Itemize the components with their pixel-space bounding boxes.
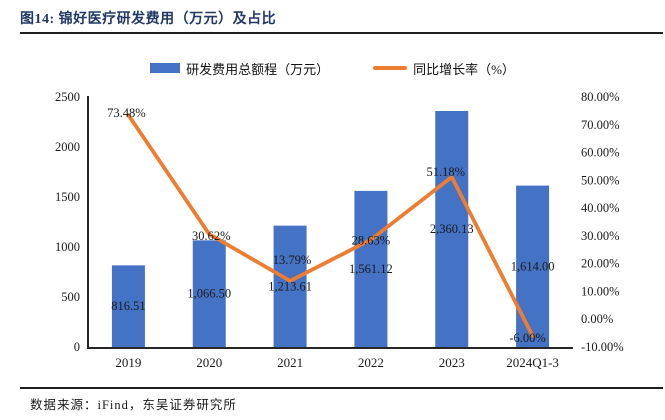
bar-2020 <box>192 240 226 347</box>
legend-item-rd-expense: 研发费用总额程（万元） <box>150 59 329 78</box>
data-source: 数据来源：iFind，东吴证券研究所 <box>30 398 237 412</box>
left-axis-tick: 2000 <box>55 140 80 154</box>
bar-value-label: 816.51 <box>111 299 145 313</box>
bar-value-label: 1,561.12 <box>349 262 393 276</box>
bar-2019 <box>111 265 145 347</box>
bar-2024Q1-3 <box>516 185 550 347</box>
left-axis-tick: 500 <box>61 290 80 304</box>
line-value-label: 28.63% <box>352 234 391 248</box>
x-axis-label: 2024Q1-3 <box>506 355 559 370</box>
x-axis-label: 2020 <box>196 355 222 370</box>
bar-value-label: 1,213.61 <box>268 279 312 293</box>
bar-value-label: 1,066.50 <box>187 287 231 301</box>
left-axis-tick: 1500 <box>55 190 80 204</box>
right-axis-tick: 40.00% <box>581 201 620 215</box>
legend-label-rd-expense: 研发费用总额程（万元） <box>186 61 330 77</box>
left-axis-tick: 1000 <box>55 240 80 254</box>
right-axis-tick: 80.00% <box>581 90 620 104</box>
legend-label-yoy-growth: 同比增长率（%） <box>413 61 515 77</box>
right-axis-tick: 60.00% <box>581 146 620 160</box>
footer-rule <box>20 387 663 389</box>
bar-swatch-icon <box>150 63 181 73</box>
line-value-label: 51.18% <box>426 165 465 179</box>
right-axis-tick: 0.00% <box>581 312 613 326</box>
line-value-label: 13.79% <box>273 253 312 267</box>
left-axis-tick: 0 <box>74 340 80 354</box>
bar-2023 <box>435 110 469 347</box>
right-axis-tick: 10.00% <box>581 284 620 298</box>
bar-value-label: 1,614.00 <box>511 259 555 273</box>
line-value-label: -6.00% <box>509 331 545 345</box>
x-axis-label: 2019 <box>115 355 141 370</box>
right-axis-tick: 30.00% <box>581 229 620 243</box>
bar-2022 <box>354 190 388 347</box>
bar-value-label: 2,360.13 <box>430 222 474 236</box>
bar-2021 <box>273 225 307 347</box>
right-axis-tick: -10.00% <box>581 340 624 354</box>
chart-legend: 研发费用总额程（万元） 同比增长率（%） <box>0 56 665 80</box>
right-axis-tick: 20.00% <box>581 257 620 271</box>
line-value-label: 30.62% <box>192 229 231 243</box>
x-axis-label: 2022 <box>358 355 384 370</box>
title-rule <box>20 32 663 34</box>
line-swatch-icon <box>373 66 408 70</box>
left-axis-tick: 2500 <box>55 90 80 104</box>
legend-item-yoy-growth: 同比增长率（%） <box>373 59 515 78</box>
x-axis-label: 2023 <box>439 355 465 370</box>
x-axis-label: 2021 <box>277 355 303 370</box>
line-value-label: 73.48% <box>107 106 146 120</box>
figure-title: 图14: 锦好医疗研发费用（万元）及占比 <box>20 12 277 27</box>
right-axis-tick: 50.00% <box>581 173 620 187</box>
yoy-growth-line <box>126 113 535 338</box>
right-axis-tick: 70.00% <box>581 118 620 132</box>
